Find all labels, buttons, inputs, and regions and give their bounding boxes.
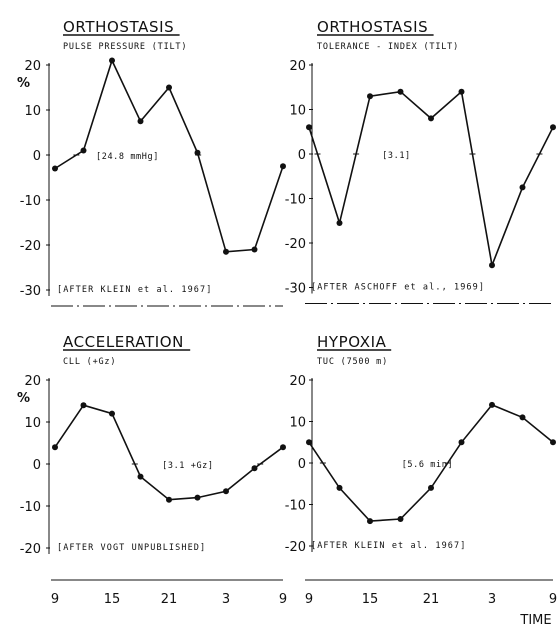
y-tick-label: 0 [298,457,306,472]
panel-title: ORTHOSTASIS [317,18,428,36]
x-axis-title: TIME [519,613,551,628]
y-tick-label: -20 [285,540,306,555]
source-citation: [AFTER VOGT UNPUBLISHED] [57,543,206,553]
y-axis-unit: % [17,391,30,406]
panel-subtitle: PULSE PRESSURE (TILT) [63,42,187,52]
y-axis-unit: % [17,76,30,91]
y-tick-label: 0 [33,149,41,164]
data-point [489,401,495,408]
data-point [223,248,229,255]
data-point [458,439,465,446]
source-citation: [AFTER KLEIN et al. 1967] [57,285,212,295]
source-citation: [AFTER ASCHOFF et al., 1969] [311,283,485,293]
data-point [109,57,115,64]
mean-annotation: [3.1 +Gz] [162,461,213,471]
y-tick-label: 10 [289,104,306,119]
series-line [54,404,284,501]
data-point [109,410,115,417]
y-tick-label: 20 [24,59,41,74]
data-point [194,149,201,156]
data-point [280,444,286,451]
data-point [519,414,526,421]
panel-title: ORTHOSTASIS [63,18,174,36]
y-tick-label: -20 [20,542,41,557]
data-point [166,84,172,91]
mean-annotation: [5.6 min] [402,460,453,470]
x-tick-label: 9 [279,592,287,607]
data-point [306,124,312,131]
data-point [280,163,286,170]
y-tick-label: 10 [24,104,41,119]
x-tick-label: 3 [222,592,230,607]
data-point [367,93,373,100]
y-tick-label: -30 [20,284,41,299]
panel-pulse-pressure: ORTHOSTASIS PULSE PRESSURE (TILT) 20 10 0 -10… [17,18,286,307]
y-tick-label: 0 [33,458,41,473]
y-tick-label: 20 [24,374,41,389]
y-tick-label: -10 [20,500,41,515]
y-tick-label: -10 [20,194,41,209]
data-point [166,496,172,503]
data-point [251,465,258,472]
source-citation: [AFTER KLEIN et al. 1967] [311,541,466,551]
y-tick-label: 0 [298,148,306,163]
x-tick-label: 15 [362,592,379,607]
panel-title: ACCELERATION [63,333,184,351]
data-point [223,488,229,495]
x-tick-label: 3 [488,592,496,607]
data-point [428,484,434,491]
y-tick-label: 10 [289,416,306,431]
data-point [306,439,312,446]
data-point [428,115,434,122]
panel-subtitle: TUC (7500 m) [317,357,388,367]
panel-subtitle: CLL (+Gz) [63,357,116,367]
data-point [80,147,87,154]
data-point [397,88,404,95]
data-point [137,118,144,125]
y-tick-label: -10 [285,193,306,208]
data-point [336,220,343,226]
panel-title: HYPOXIA [317,333,387,351]
data-point [550,439,556,446]
y-tick-label: 10 [24,416,41,431]
data-point [194,494,201,501]
mean-annotation: [24.8 mmHg] [96,152,159,162]
data-point [137,473,144,480]
panel-tolerance-index: ORTHOSTASIS TOLERANCE - INDEX (TILT) 20 10 0… [285,18,556,304]
data-point [52,444,58,451]
y-tick-label: -20 [20,239,41,254]
panel-acceleration: ACCELERATION CLL (+Gz) 20 10 0 -10 -20% [3.1 +G… [17,333,286,557]
x-tick-label: 9 [305,592,313,607]
data-point [336,484,343,491]
data-point [80,402,87,409]
x-tick-label: 9 [51,592,59,607]
y-tick-label: -10 [285,499,306,514]
mean-annotation: [3.1] [382,151,411,161]
x-tick-label: 15 [104,592,121,607]
data-point [489,262,495,269]
data-point [397,516,404,522]
data-point [52,165,58,172]
y-tick-label: 20 [289,374,306,389]
x-tick-label: 21 [423,592,440,607]
data-point [519,184,526,191]
x-tick-label: 9 [549,592,557,607]
data-point [367,518,373,525]
y-tick-label: -30 [285,282,306,297]
panel-subtitle: TOLERANCE - INDEX (TILT) [317,42,459,52]
data-point [550,124,556,131]
y-tick-label: -20 [285,237,306,252]
panel-hypoxia: HYPOXIA TUC (7500 m) 20 10 0 -10 -20 [5.6 min] [… [285,333,556,555]
y-tick-label: 20 [289,59,306,74]
data-point [251,246,258,253]
data-point [458,88,465,95]
x-tick-label: 21 [161,592,178,607]
